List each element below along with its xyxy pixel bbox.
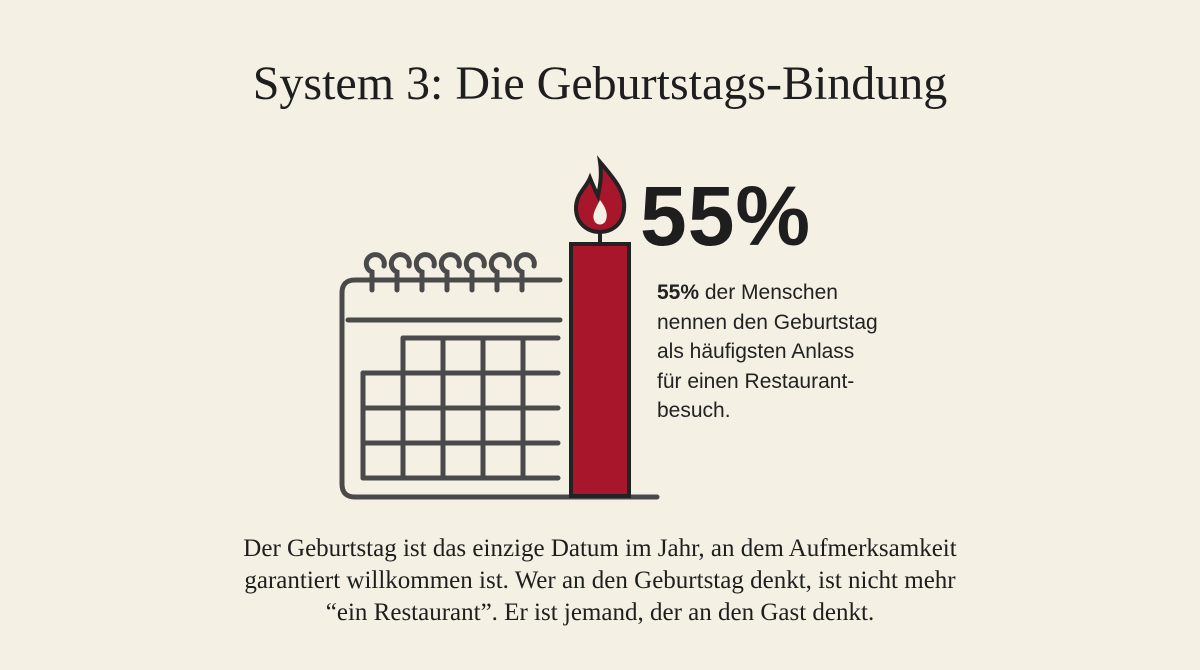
desc-line: als häufigsten Anlass [657,340,855,363]
calendar-icon [339,252,660,500]
desc-line: besuch. [657,399,731,422]
candle-icon [569,155,631,498]
desc-text: der Menschen [704,281,838,304]
desc-line: 55% der Menschen [657,278,878,308]
body-line: “ein Restaurant”. Er ist jemand, der an … [325,599,875,626]
stat-description: 55% der Menschen nennen den Geburtstag a… [657,278,878,426]
body-line: Der Geburtstag ist das einzige Datum im … [243,535,957,562]
desc-line: nennen den Geburtstag [657,310,878,334]
highlight: 55% [657,281,700,304]
body-line: garantiert willkommen ist. Wer an den Ge… [244,567,956,594]
title: System 3: Die Geburtstags-Bindung [252,57,948,110]
stat-number: 55% [640,169,812,263]
desc-line: für einen Restaurant- [657,369,855,393]
body-text: Der Geburtstag ist das einzige Datum im … [0,533,1200,629]
